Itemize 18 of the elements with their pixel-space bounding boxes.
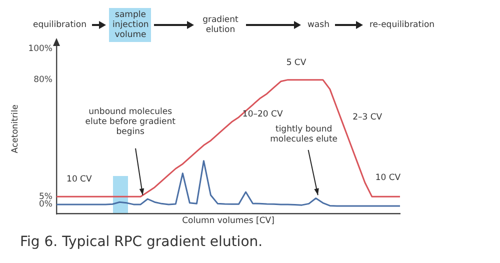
annotation: unbound molecules elute before gradient begins (85, 107, 176, 138)
text: gradient elution (202, 14, 240, 37)
annotation: 5 CV (286, 58, 306, 68)
annotation: tightly bound molecules elute (270, 124, 338, 145)
annotation: 2–3 CV (352, 112, 382, 122)
text: equilibration (32, 19, 88, 32)
x-axis-title: Column volumes [CV] (182, 216, 274, 226)
text: Fig 6. Typical RPC gradient elution. (20, 234, 263, 250)
text: sample injection volume (109, 8, 152, 42)
y-axis-title: Acetonitrile (10, 104, 20, 154)
y-tick-label: 100% (28, 44, 52, 54)
annotation: 10 CV (66, 174, 92, 185)
text: wash (306, 19, 330, 32)
y-tick-label: 0% (39, 200, 52, 210)
y-tick-label: 80% (34, 75, 52, 86)
annotation: 10–20 CV (242, 109, 283, 120)
annotation: 10 CV (375, 173, 401, 184)
text: re-equilibration (368, 19, 436, 32)
